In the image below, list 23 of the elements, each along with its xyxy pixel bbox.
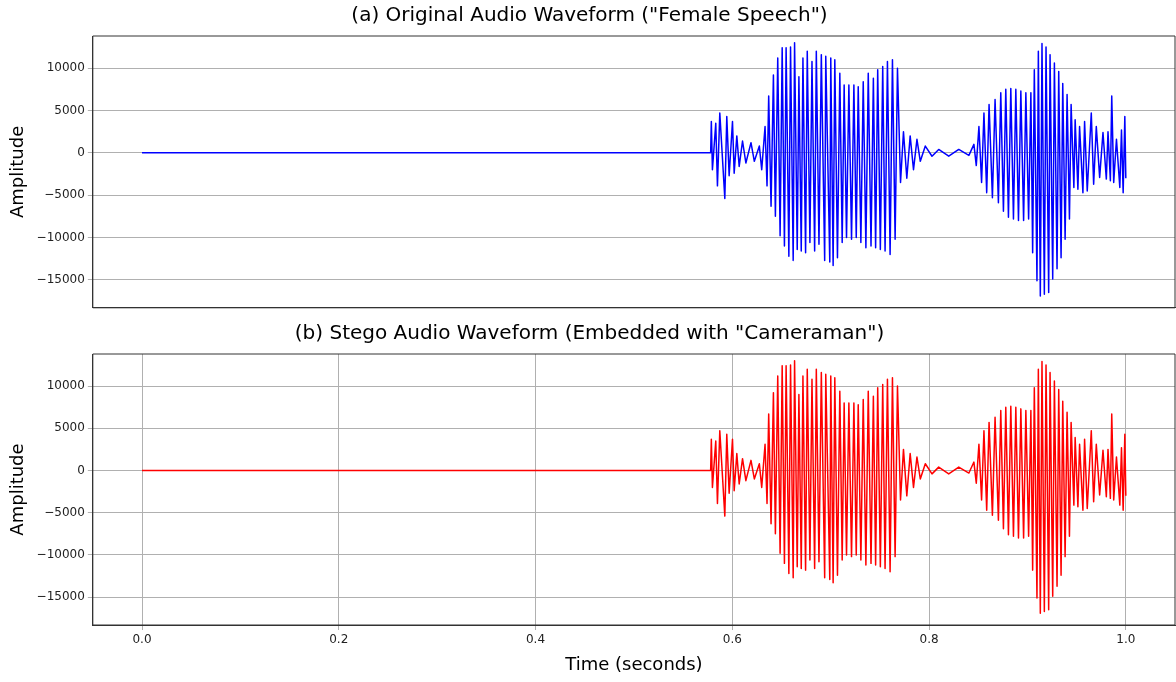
x-tick-label: 0.6 — [722, 632, 742, 647]
y-axis-title: Amplitude — [6, 125, 28, 219]
x-tick-label: 0.4 — [525, 632, 546, 647]
x-axis-title: Time (seconds) — [564, 652, 703, 674]
y-tick-label: 5000 — [54, 102, 85, 117]
y-tick-label: −10000 — [36, 229, 85, 244]
x-tick-label: 0.2 — [329, 632, 349, 647]
y-tick-label: 10000 — [46, 60, 85, 75]
y-tick-label: −5000 — [44, 187, 85, 202]
x-tick-label: 0.8 — [919, 632, 939, 647]
y-tick-label: 10000 — [46, 378, 85, 393]
y-tick-label: −5000 — [44, 504, 85, 519]
y-axis-title: Amplitude — [6, 443, 28, 536]
chart-title: (b) Stego Audio Waveform (Embedded with "Cameraman") — [294, 320, 885, 345]
chart-title: (a) Original Audio Waveform ("Female Speech") — [351, 2, 828, 27]
x-tick-label: 0.0 — [132, 632, 152, 647]
y-tick-label: 0 — [77, 462, 85, 477]
x-tick-label: 1.0 — [1116, 632, 1136, 647]
y-tick-label: 5000 — [54, 420, 85, 435]
y-tick-label: 0 — [77, 144, 85, 159]
y-tick-label: −15000 — [36, 271, 85, 286]
y-tick-label: −10000 — [36, 547, 85, 562]
y-tick-label: −15000 — [36, 589, 85, 604]
